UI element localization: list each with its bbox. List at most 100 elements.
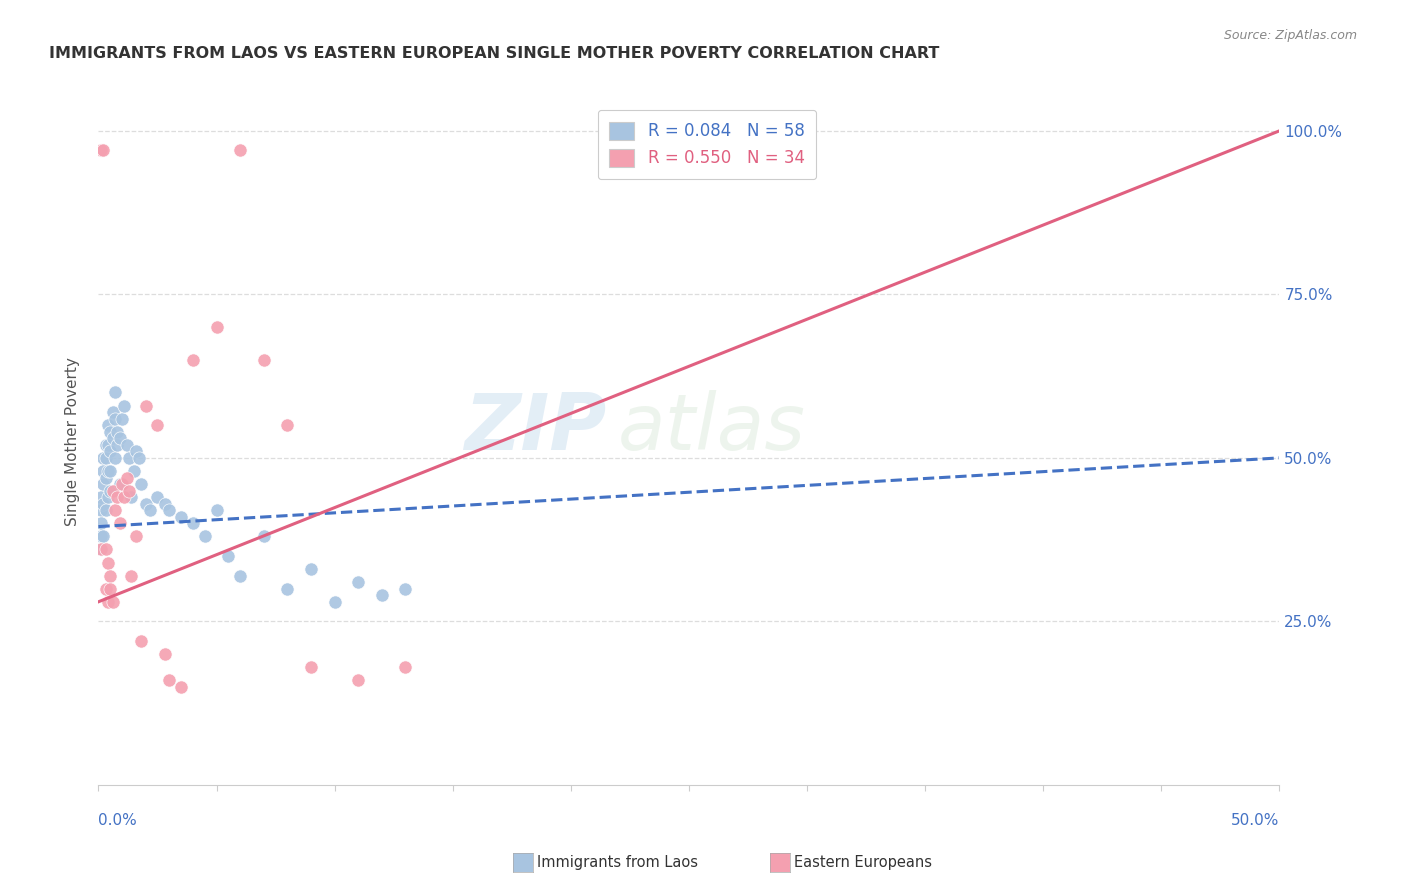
Point (205, 503, 228, 517)
Point (157, 503, 180, 517)
Point (253, 352, 276, 367)
Point (104, 385, 127, 400)
Point (97, 438, 120, 452)
Point (108, 477, 131, 491)
Point (157, 673, 180, 688)
Point (94, 470, 117, 484)
Text: IMMIGRANTS FROM LAOS VS EASTERN EUROPEAN SINGLE MOTHER POVERTY CORRELATION CHART: IMMIGRANTS FROM LAOS VS EASTERN EUROPEAN… (49, 46, 939, 62)
Point (118, 450, 141, 465)
Point (97, 418, 120, 433)
Point (323, 595, 346, 609)
Text: 50.0%: 50.0% (1232, 814, 1279, 828)
Point (112, 399, 135, 413)
Point (97, 490, 120, 504)
Point (101, 431, 124, 445)
Point (101, 405, 124, 419)
Point (347, 673, 370, 688)
Point (108, 516, 131, 531)
Point (90, 542, 112, 557)
Point (90, 503, 112, 517)
Point (90, 490, 112, 504)
Point (121, 490, 143, 504)
Point (98, 483, 121, 498)
Point (229, 568, 252, 582)
Point (111, 411, 134, 425)
Point (135, 399, 157, 413)
Point (90, 144, 112, 158)
Text: Eastern Europeans: Eastern Europeans (794, 855, 932, 870)
Point (101, 483, 124, 498)
Point (146, 418, 169, 433)
Point (121, 568, 143, 582)
Point (90, 516, 112, 531)
Text: atlas: atlas (619, 390, 806, 466)
Point (394, 660, 416, 674)
Point (91, 497, 114, 511)
Point (98, 568, 121, 582)
Point (91, 477, 114, 491)
Point (97, 595, 120, 609)
Point (371, 588, 394, 602)
Text: ZIP: ZIP (464, 390, 606, 466)
Point (153, 647, 176, 661)
Point (146, 490, 169, 504)
Point (170, 680, 193, 694)
Point (91, 450, 114, 465)
Point (108, 431, 131, 445)
Point (97, 464, 120, 478)
Point (115, 438, 138, 452)
Point (105, 425, 128, 439)
Point (118, 483, 141, 498)
Point (125, 444, 148, 458)
Point (205, 320, 228, 334)
Y-axis label: Single Mother Poverty: Single Mother Poverty (65, 357, 80, 526)
Point (97, 556, 120, 570)
Point (276, 582, 298, 596)
Point (135, 497, 157, 511)
Point (253, 529, 276, 543)
Point (129, 477, 152, 491)
Point (90, 529, 112, 543)
Point (91, 464, 114, 478)
Point (139, 503, 162, 517)
Legend: R = 0.084   N = 58, R = 0.550   N = 34: R = 0.084 N = 58, R = 0.550 N = 34 (598, 110, 817, 179)
Point (94, 582, 117, 596)
Point (101, 595, 124, 609)
Point (194, 529, 217, 543)
Point (105, 438, 128, 452)
Text: Source: ZipAtlas.com: Source: ZipAtlas.com (1223, 29, 1357, 42)
Point (170, 509, 193, 524)
Point (181, 516, 204, 531)
Point (347, 575, 370, 590)
Point (181, 352, 204, 367)
Text: Immigrants from Laos: Immigrants from Laos (537, 855, 699, 870)
Point (94, 450, 117, 465)
Point (91, 529, 114, 543)
Point (112, 490, 135, 504)
Point (299, 660, 322, 674)
Point (104, 450, 127, 465)
Point (91, 144, 114, 158)
Point (299, 562, 322, 576)
Point (229, 144, 252, 158)
Point (98, 464, 121, 478)
Point (111, 477, 134, 491)
Point (394, 582, 416, 596)
Point (129, 634, 152, 648)
Point (94, 542, 117, 557)
Point (125, 529, 148, 543)
Point (105, 490, 128, 504)
Point (98, 425, 121, 439)
Point (217, 549, 239, 563)
Point (104, 411, 127, 425)
Point (104, 503, 127, 517)
Point (98, 582, 121, 596)
Text: 0.0%: 0.0% (98, 814, 138, 828)
Point (90, 542, 112, 557)
Point (122, 464, 145, 478)
Point (115, 470, 138, 484)
Point (94, 503, 117, 517)
Point (128, 450, 150, 465)
Point (276, 418, 298, 433)
Point (98, 444, 121, 458)
